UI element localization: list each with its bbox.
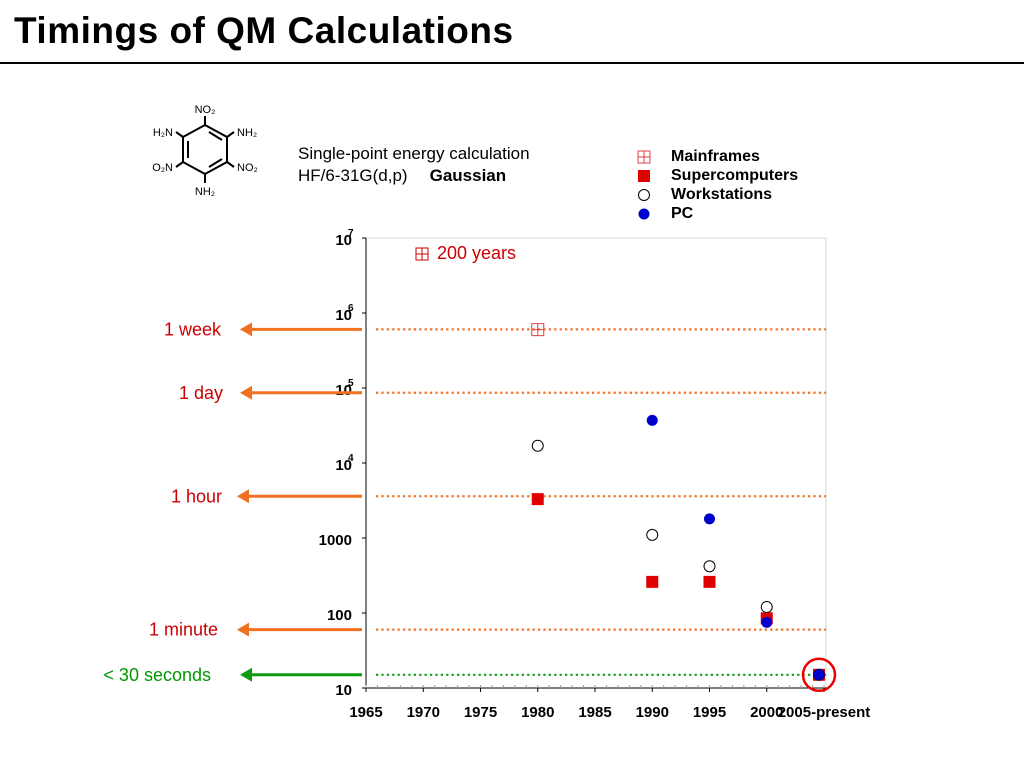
y-tick-exponent: 5	[348, 378, 354, 389]
y-tick-exponent: 4	[348, 453, 354, 464]
square-cross-open-icon	[637, 150, 651, 164]
square-filled-icon	[638, 170, 650, 182]
data-point-supercomputers	[531, 493, 544, 506]
circle-filled-icon	[638, 208, 650, 220]
y-tick-label: 10	[335, 232, 352, 249]
nitro-top-label: NO₂	[195, 104, 216, 116]
x-tick-label: 1975	[464, 704, 497, 721]
reference-label: 1 hour	[171, 486, 222, 506]
molecule-structure: NO₂ NH₂ NO₂ NH₂ O₂N H₂N	[152, 104, 258, 198]
caption-program: Gaussian	[429, 166, 507, 185]
legend-label-workstations: Workstations	[671, 186, 773, 203]
amino-bottom-label: NH₂	[195, 186, 215, 198]
y-tick-exponent: 6	[348, 303, 354, 314]
caption-method: HF/6-31G(d,p)	[298, 166, 408, 185]
legend-label-supercomputers: Supercomputers	[671, 167, 799, 184]
reference-label: 1 minute	[149, 620, 218, 640]
data-point-pc	[704, 513, 715, 525]
y-tick-exponent: 7	[348, 228, 354, 239]
calculation-caption: Single-point energy calculation HF/6-31G…	[298, 143, 530, 187]
y-tick-label: 10	[335, 382, 352, 399]
legend-marker-1	[638, 170, 650, 182]
arrow-left-icon	[240, 385, 252, 400]
x-tick-label: 1990	[636, 704, 669, 721]
amino-right-label: NH₂	[237, 127, 257, 139]
annotation-marker-0	[415, 247, 429, 261]
data-point-mainframes	[531, 323, 545, 337]
x-tick-label: 2005-present	[778, 704, 871, 721]
data-point-workstations	[531, 439, 544, 452]
title-divider	[0, 62, 1024, 64]
caption-line-1: Single-point energy calculation	[298, 144, 530, 163]
benzene-ring	[175, 116, 235, 183]
circle-open-icon	[638, 189, 650, 201]
data-point-supercomputers	[646, 575, 659, 588]
y-tick-label: 100	[327, 607, 352, 624]
amino-left-label: H₂N	[153, 127, 173, 139]
y-tick-label: 10	[335, 457, 352, 474]
x-tick-label: 1980	[521, 704, 554, 721]
legend-marker-0	[637, 150, 651, 164]
data-point-pc	[646, 414, 658, 426]
data-point-workstations	[646, 528, 659, 541]
legend-label-mainframes: Mainframes	[671, 148, 760, 165]
reference-label: < 30 seconds	[103, 665, 211, 685]
reference-label: 1 day	[179, 383, 223, 403]
legend-marker-2	[638, 189, 650, 201]
arrow-left-icon	[237, 489, 249, 504]
arrow-left-icon	[237, 622, 249, 637]
x-tick-label: 1995	[693, 704, 726, 721]
data-point-pc	[761, 616, 773, 628]
annotation-label: 200 years	[437, 243, 516, 263]
x-tick-label: 2000	[750, 704, 783, 721]
highlight-ring	[801, 657, 837, 693]
x-tick-label: 1970	[407, 704, 440, 721]
y-tick-label: 10	[335, 307, 352, 324]
y-tick-label: 10	[335, 682, 352, 699]
data-point-supercomputers	[703, 575, 716, 588]
arrow-left-icon	[240, 667, 252, 682]
data-point-pc	[813, 669, 825, 681]
page-title: Timings of QM Calculations	[14, 10, 514, 51]
data-point-workstations	[760, 601, 773, 614]
x-tick-label: 1985	[578, 704, 611, 721]
x-tick-label: 1965	[349, 704, 382, 721]
legend-label-pc: PC	[671, 205, 694, 222]
nitro-left-label: O₂N	[152, 162, 173, 174]
legend-marker-3	[638, 208, 650, 220]
arrow-left-icon	[240, 322, 252, 337]
data-point-workstations	[703, 560, 716, 573]
nitro-right-label: NO₂	[237, 162, 258, 174]
reference-label: 1 week	[164, 319, 222, 339]
y-tick-label: 1000	[319, 532, 352, 549]
plot-frame	[365, 237, 827, 689]
